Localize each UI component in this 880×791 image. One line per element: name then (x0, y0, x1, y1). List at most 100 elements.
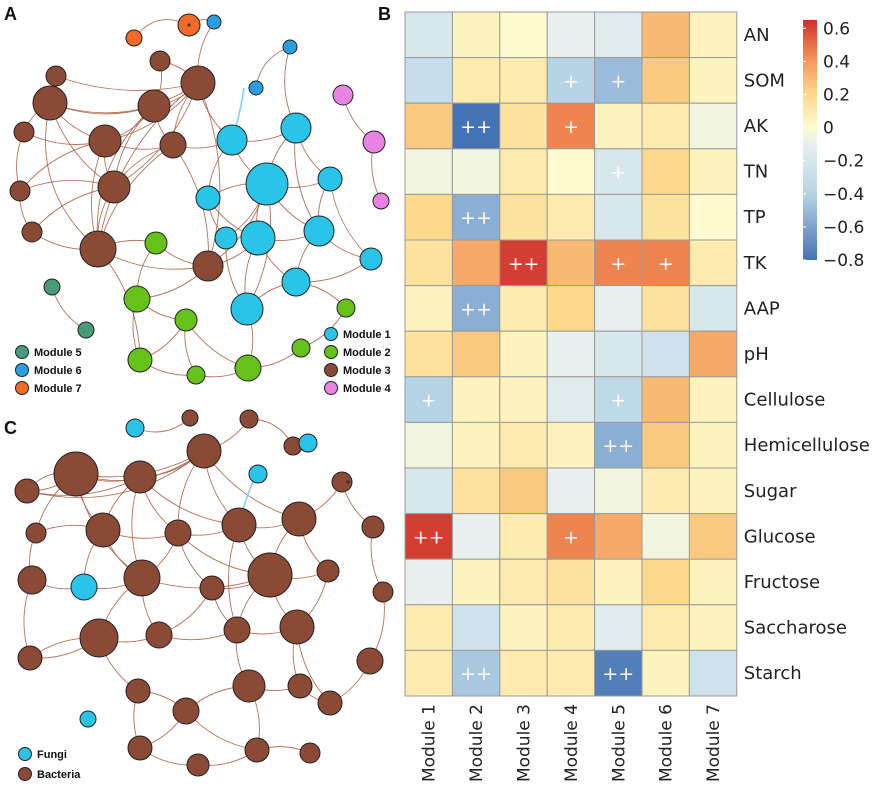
network-node (317, 166, 343, 192)
row-label: AAP (744, 298, 780, 319)
legend-label: Module 4 (343, 383, 392, 395)
heatmap-cell (404, 285, 453, 332)
heatmap-cell (546, 285, 596, 332)
heatmap-cell (499, 513, 548, 560)
heatmap-cell (594, 285, 643, 332)
legend-label: Module 7 (34, 383, 82, 395)
network-node (186, 433, 222, 469)
heatmap-cell (641, 239, 690, 287)
heatmap-cell (451, 239, 501, 287)
network-node (125, 29, 143, 47)
heatmap-cell (641, 285, 690, 332)
network-node (21, 221, 43, 243)
heatmap-cell (546, 649, 596, 697)
heatmap-cell (546, 421, 596, 469)
heatmap-cell (499, 330, 548, 378)
row-label: TK (743, 253, 768, 274)
legend-label: Fungi (37, 749, 67, 761)
heatmap-cell (451, 513, 501, 560)
network-edge (329, 178, 372, 260)
colorbar-tick-label: 0.2 (823, 85, 850, 105)
row-label: TN (743, 162, 768, 183)
heatmap-cell (594, 11, 643, 59)
network-edge (97, 82, 199, 250)
network-node (32, 85, 68, 121)
network-node (172, 697, 200, 725)
heatmap-cell (641, 148, 690, 195)
heatmap-cell (404, 148, 453, 195)
network-node (145, 621, 173, 649)
network-node (187, 23, 191, 27)
network-node (316, 559, 340, 583)
heatmap-cell (499, 604, 548, 651)
row-label: Glucose (744, 526, 816, 547)
heatmap-cell (688, 421, 738, 469)
heatmap-cell (451, 649, 501, 697)
network-node (230, 292, 264, 326)
heatmap-cell (546, 239, 596, 287)
network-node (216, 124, 248, 156)
legend-swatch (15, 345, 29, 359)
row-label: Saccharose (744, 618, 847, 639)
heatmap-cell (404, 57, 453, 104)
heatmap-cell (451, 148, 501, 195)
heatmap-cell (688, 376, 738, 423)
heatmap-cell (641, 193, 690, 241)
heatmap-cell (594, 649, 643, 697)
network-node (181, 409, 199, 427)
heatmap-cell (688, 148, 738, 195)
network-node (372, 581, 394, 603)
heatmap-cell (404, 330, 453, 378)
column-label: Module 4 (562, 704, 582, 782)
heatmap-cell (451, 102, 501, 150)
heatmap-cell (451, 604, 501, 651)
network-node (281, 501, 317, 537)
legend-swatch (18, 767, 32, 781)
network-node (127, 347, 153, 373)
network-node (25, 522, 47, 544)
network-node (362, 130, 386, 154)
heatmap-cell (546, 193, 596, 241)
significance-mark: ++ (460, 116, 492, 138)
network-nodes (14, 409, 394, 777)
legend-label: Module 3 (343, 365, 391, 377)
significance-mark: + (421, 390, 437, 412)
network-node (281, 267, 311, 297)
network-node (244, 737, 270, 763)
network-edge (55, 75, 199, 91)
legend-swatch (324, 327, 338, 341)
network-node (247, 552, 293, 598)
significance-mark: ++ (460, 207, 492, 229)
column-label: Module 6 (657, 704, 677, 782)
colorbar-tick-label: −0.2 (823, 152, 864, 172)
heatmap-cell (594, 239, 643, 287)
heatmap-cell (499, 376, 548, 423)
heatmap-cell (499, 239, 548, 287)
legend-swatch (18, 747, 32, 761)
heatmap-cell (688, 330, 738, 378)
column-label: Module 1 (420, 704, 440, 782)
heatmap-cell (451, 193, 501, 241)
network-edge (26, 450, 205, 499)
colorbar-tick-label: 0 (823, 119, 834, 139)
legend-label: Module 5 (34, 347, 82, 359)
row-label: Hemicellulose (744, 435, 870, 456)
heatmap-cell (404, 649, 453, 697)
network-node (192, 250, 224, 282)
heatmap-cell (594, 604, 643, 651)
legend-panel-c: Fungi Bacteria (18, 747, 81, 781)
network-node (299, 742, 321, 764)
row-label: TP (743, 207, 766, 228)
column-label: Module 2 (467, 704, 487, 782)
heatmap-cell (451, 330, 501, 378)
heatmap-cell (688, 57, 738, 104)
row-label: SOM (744, 70, 785, 91)
network-node (248, 464, 268, 484)
network-node (159, 131, 187, 159)
network-node (232, 669, 266, 703)
row-label: Starch (744, 663, 802, 684)
network-edge (49, 82, 199, 114)
network-node (287, 673, 313, 699)
heatmap-cell (451, 285, 501, 332)
